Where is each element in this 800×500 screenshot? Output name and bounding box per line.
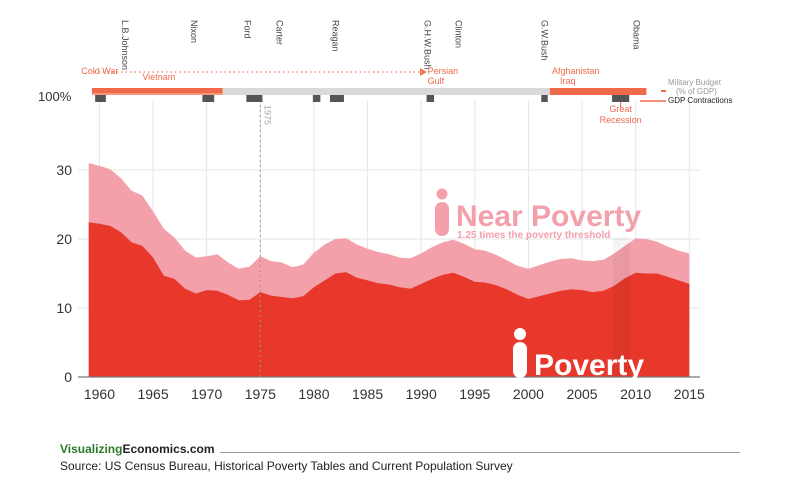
recession-band <box>613 237 631 377</box>
y-tick-label-0: 0 <box>64 369 72 385</box>
legend: Near Poverty 1.25 times the poverty thre… <box>435 188 644 382</box>
x-tick-label-2005: 2005 <box>566 386 597 402</box>
x-tick-label-1970: 1970 <box>191 386 222 402</box>
war-label-3: Afghanistan Iraq <box>552 66 600 86</box>
y-axis-ticks: 0 10 20 30 <box>56 162 700 385</box>
x-tick-label-1975: 1975 <box>245 386 276 402</box>
x-tick-label-2010: 2010 <box>620 386 651 402</box>
war-label-2: Persian Gulf <box>428 66 459 86</box>
percent-label: 100% <box>38 89 72 104</box>
poverty-chart: 0 10 20 30 1960 1965 1970 1975 1980 1985 1990 1995… <box>38 20 732 402</box>
gdp-contraction-3 <box>312 95 321 102</box>
x-tick-label-1965: 1965 <box>137 386 168 402</box>
brand-link[interactable]: VisualizingEconomics.com <box>60 442 740 456</box>
near-poverty-person-icon <box>435 188 449 236</box>
war-label-1: Vietnam <box>142 72 175 82</box>
gdp-contraction-0 <box>95 95 106 102</box>
x-tick-label-1995: 1995 <box>459 386 490 402</box>
great-recession-label: Great Recession <box>600 104 642 125</box>
president-carter: Carter <box>275 20 285 45</box>
gdp-contraction-7 <box>612 95 630 102</box>
president-obama: Obama <box>632 20 642 50</box>
x-tick-label-1980: 1980 <box>298 386 329 402</box>
president-gwbush: G.W.Bush <box>540 20 550 61</box>
president-ghwbush: G.H.W.Bush <box>423 20 433 70</box>
president-lbjohnson: L.B.Johnson <box>120 20 130 70</box>
gdp-contraction-6 <box>541 95 548 102</box>
president-reagan: Reagan <box>330 20 340 52</box>
gdp-contraction-4 <box>330 95 344 102</box>
military-budget-vietnam-edge <box>91 93 223 95</box>
brand-visualizing: Visualizing <box>60 442 123 456</box>
gdp-contraction-2 <box>246 95 263 102</box>
y-tick-label-20: 20 <box>56 231 72 247</box>
political-timeline: 1975 L.B.Johnson Nixon Ford Carter Reagan G.H.… <box>38 20 732 377</box>
area-series <box>88 163 690 377</box>
president-ford: Ford <box>242 20 252 39</box>
president-clinton: Clinton <box>454 20 464 48</box>
brand-economics: Economics.com <box>122 442 215 456</box>
y-tick-label-30: 30 <box>56 162 72 178</box>
president-nixon: Nixon <box>189 20 199 43</box>
footer-divider <box>220 452 740 453</box>
x-axis-ticks: 1960 1965 1970 1975 1980 1985 1990 1995 2000 2005… <box>84 386 705 402</box>
military-budget-afghanistan <box>549 88 647 95</box>
footer: VisualizingEconomics.com Source: US Cens… <box>60 442 740 473</box>
gdp-contractions-label: GDP Contractions <box>668 96 732 105</box>
near-poverty-label: Near Poverty <box>456 200 641 233</box>
x-tick-label-1990: 1990 <box>406 386 437 402</box>
poverty-label: Poverty <box>534 349 644 382</box>
near-poverty-sublabel: 1.25 times the poverty threshold <box>457 230 610 241</box>
cold-war-arrow-head <box>420 68 427 76</box>
x-tick-label-1985: 1985 <box>352 386 383 402</box>
source-text: Source: US Census Bureau, Historical Pov… <box>60 459 513 473</box>
gdp-contraction-1 <box>202 95 215 102</box>
war-label-0: Cold War <box>81 66 118 76</box>
gdp-contraction-5 <box>426 95 435 102</box>
x-tick-label-1960: 1960 <box>84 386 115 402</box>
poverty-person-icon <box>513 328 527 378</box>
military-budget-vietnam <box>91 88 223 95</box>
poverty-area <box>88 222 690 377</box>
military-budget-label: Military Budget (% of GDP) <box>668 78 722 96</box>
x-tick-label-2015: 2015 <box>674 386 705 402</box>
reference-label-1975: 1975 <box>262 105 272 125</box>
y-tick-label-10: 10 <box>56 300 72 316</box>
x-tick-label-2000: 2000 <box>513 386 544 402</box>
military-budget-peace <box>222 88 550 95</box>
